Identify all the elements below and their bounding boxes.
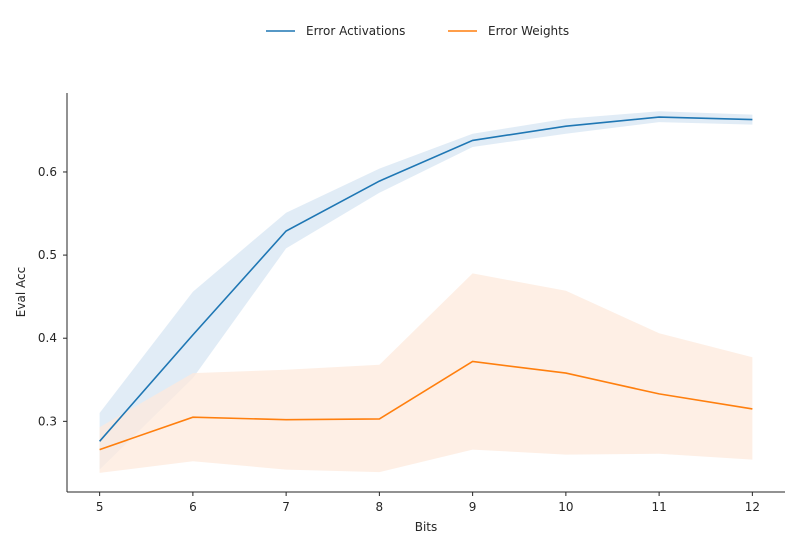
series-lines xyxy=(98,116,753,451)
x-tick-label: 12 xyxy=(745,500,760,514)
x-tick-label: 6 xyxy=(189,500,197,514)
x-ticks: 5 6 7 8 9 10 11 12 xyxy=(96,492,760,514)
y-tick-label: 0.4 xyxy=(38,331,57,345)
y-tick-label: 0.5 xyxy=(38,248,57,262)
legend-label-2: Error Weights xyxy=(488,24,569,38)
x-tick-label: 5 xyxy=(96,500,104,514)
y-axis-label: Eval Acc xyxy=(14,267,28,317)
axes xyxy=(66,93,785,493)
confidence-bands xyxy=(99,111,753,473)
x-tick-label: 7 xyxy=(282,500,290,514)
confidence-band-1 xyxy=(99,111,753,470)
legend-label-1: Error Activations xyxy=(306,24,405,38)
confidence-band-2 xyxy=(99,273,753,473)
series-line-2 xyxy=(99,360,753,451)
y-tick-label: 0.3 xyxy=(38,414,57,428)
x-tick-label: 11 xyxy=(651,500,666,514)
y-ticks: 0.3 0.4 0.5 0.6 xyxy=(38,165,67,428)
x-tick-label: 9 xyxy=(469,500,477,514)
x-tick-label: 10 xyxy=(558,500,573,514)
x-axis-label: Bits xyxy=(415,520,438,534)
y-tick-label: 0.6 xyxy=(38,165,57,179)
series-line-1 xyxy=(98,116,753,442)
legend: Error Activations Error Weights xyxy=(266,24,569,38)
x-tick-label: 8 xyxy=(376,500,384,514)
